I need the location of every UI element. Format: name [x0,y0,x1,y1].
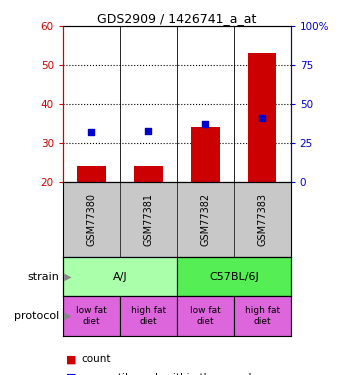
Text: ▶: ▶ [61,311,72,321]
Point [203,121,208,127]
Point [89,129,94,135]
Bar [248,54,276,182]
Bar [177,296,234,336]
Text: low fat
diet: low fat diet [190,306,221,326]
Text: GSM77382: GSM77382 [200,193,210,246]
Bar [63,257,177,296]
Bar [177,257,291,296]
Text: C57BL/6J: C57BL/6J [209,272,259,282]
Text: protocol: protocol [14,311,59,321]
Text: ▶: ▶ [61,272,72,282]
Text: GSM77381: GSM77381 [143,193,153,246]
Bar [191,128,220,182]
Bar [134,166,163,182]
Text: low fat
diet: low fat diet [76,306,107,326]
Bar [120,296,177,336]
Text: high fat
diet: high fat diet [245,306,280,326]
Text: ■: ■ [66,354,77,364]
Text: ■: ■ [66,373,77,375]
Bar [77,166,106,182]
Bar [234,296,291,336]
Point [259,115,265,121]
Text: strain: strain [28,272,59,282]
Point [146,128,151,134]
Bar [63,296,120,336]
Text: GSM77383: GSM77383 [257,193,267,246]
Title: GDS2909 / 1426741_a_at: GDS2909 / 1426741_a_at [97,12,256,25]
Text: GSM77380: GSM77380 [86,193,96,246]
Text: percentile rank within the sample: percentile rank within the sample [82,373,257,375]
Text: count: count [82,354,111,364]
Text: high fat
diet: high fat diet [131,306,166,326]
Text: A/J: A/J [113,272,127,282]
